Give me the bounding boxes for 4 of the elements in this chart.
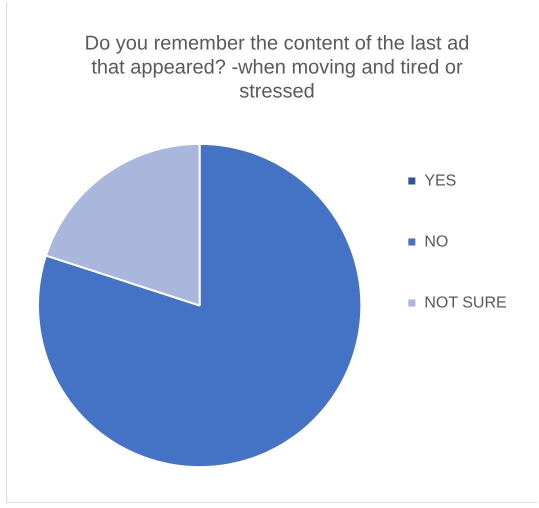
legend-label: NOT SURE <box>424 294 507 312</box>
chart-title: Do you remember the content of the last ad that appeared? -when moving and tired or stressed <box>84 32 470 103</box>
legend-label: YES <box>424 172 456 190</box>
legend-label: NO <box>424 233 448 250</box>
